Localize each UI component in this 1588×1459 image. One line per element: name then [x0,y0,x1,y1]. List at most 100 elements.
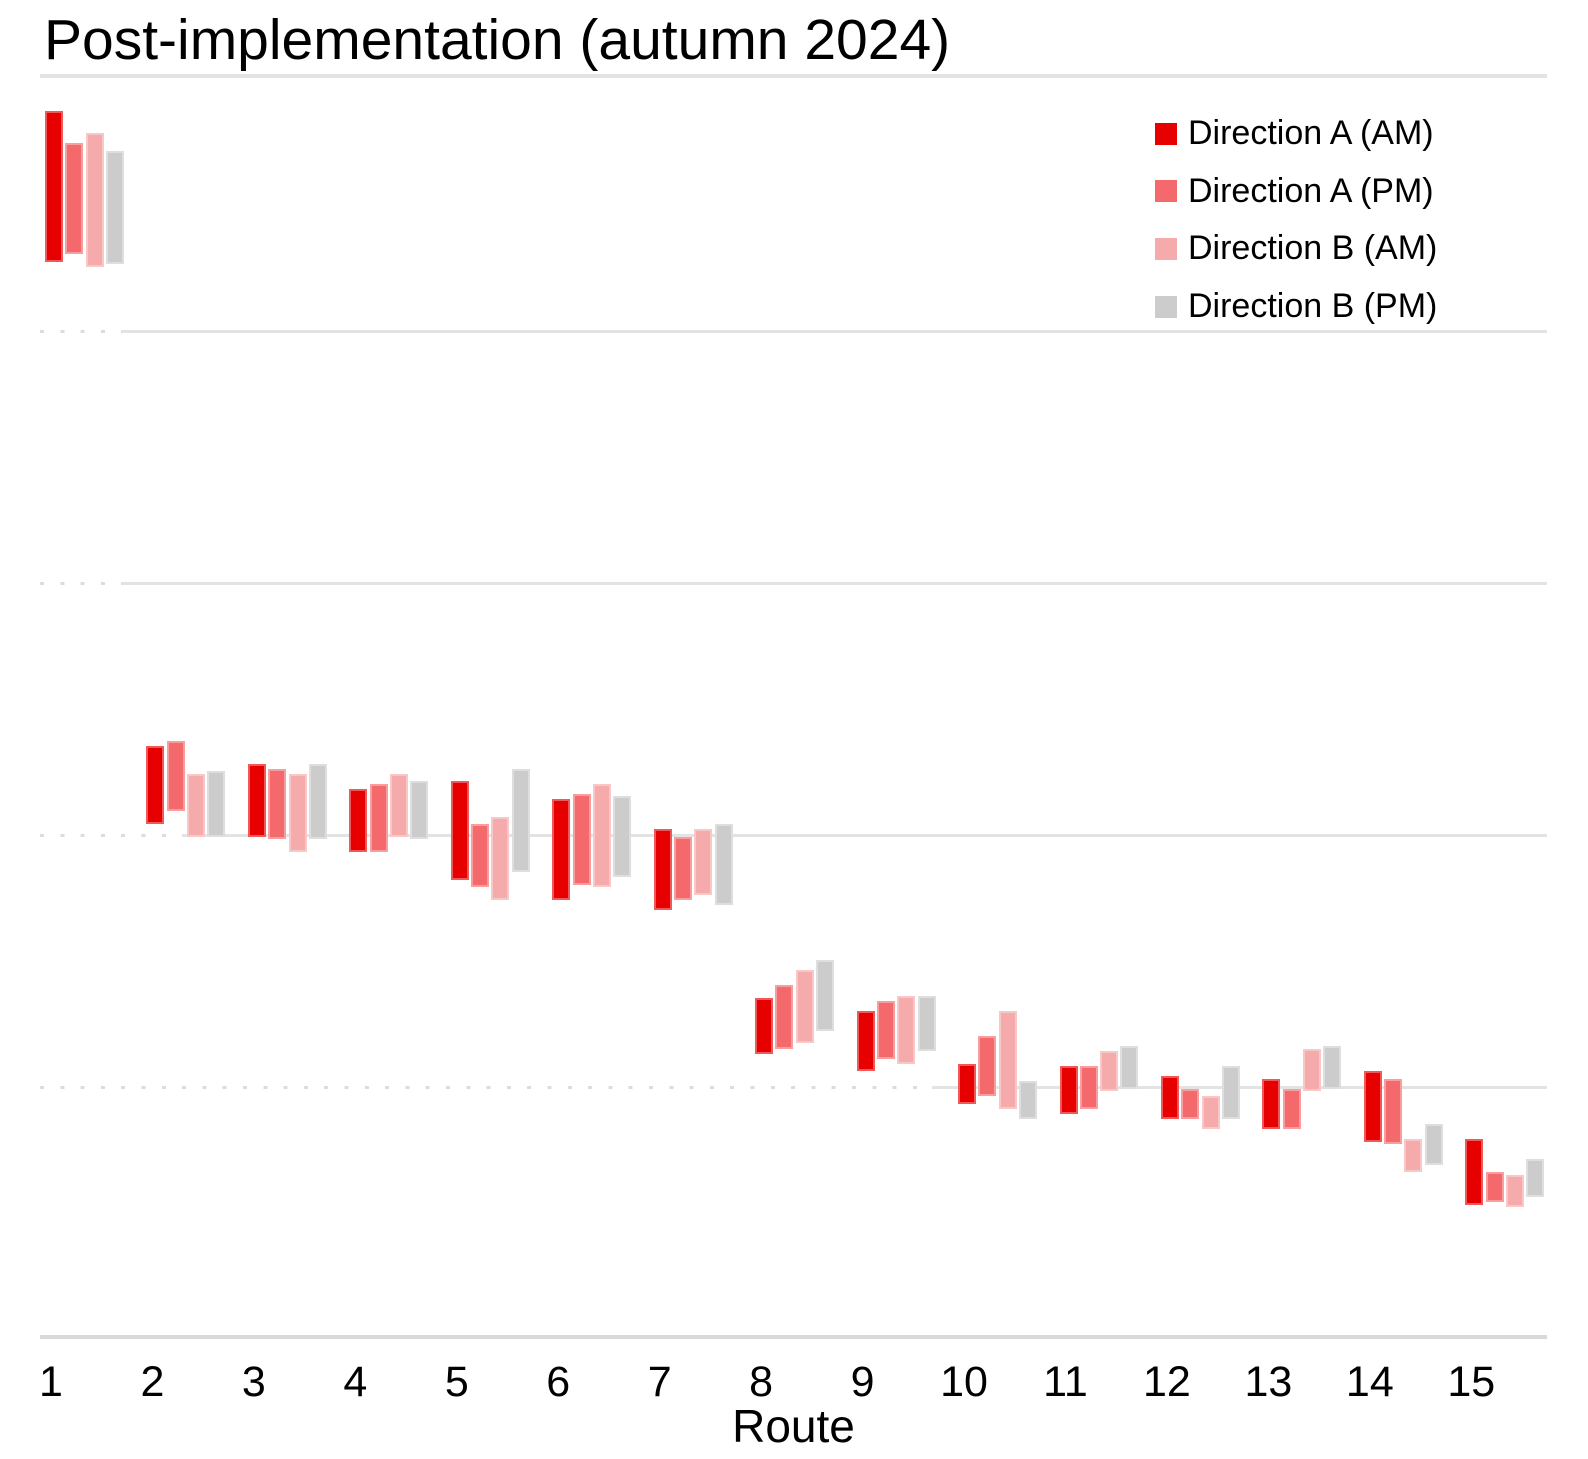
bar-route-5-direction-b-am [491,816,510,900]
bar-route-3-direction-a-am [247,763,266,837]
bar-route-9-direction-a-am [856,1010,875,1072]
bar-route-14-direction-a-pm [1384,1078,1403,1145]
bar-route-12-direction-b-am [1201,1096,1220,1130]
bar-route-12-direction-a-am [1160,1076,1179,1120]
x-tick-label-8: 8 [749,1358,774,1406]
legend-item: Direction A (PM) [1155,163,1555,221]
bar-route-13-direction-b-am [1303,1048,1321,1092]
bar-route-13-direction-b-pm [1323,1046,1342,1089]
legend-swatch [1155,180,1177,203]
bar-route-11-direction-a-am [1059,1066,1078,1115]
bar-route-15-direction-b-am [1505,1174,1524,1208]
bar-route-2-direction-a-am [146,745,165,825]
x-axis-line [40,1335,1547,1339]
bar-route-5-direction-a-pm [471,824,490,888]
bar-route-11-direction-b-am [1100,1051,1119,1092]
bar-route-12-direction-b-pm [1221,1066,1240,1120]
bar-route-11-direction-a-pm [1079,1066,1098,1110]
gridline-dotted-segment [40,1086,932,1090]
bar-route-9-direction-a-pm [876,1000,895,1059]
x-tick-label-13: 13 [1244,1358,1293,1406]
x-tick-label-3: 3 [241,1358,266,1406]
bar-route-14-direction-b-pm [1424,1124,1443,1165]
x-tick-label-12: 12 [1143,1358,1191,1406]
bar-route-8-direction-a-am [755,998,774,1054]
x-tick-label-6: 6 [546,1358,571,1406]
x-tick-label-10: 10 [940,1358,988,1406]
gridline-dotted-segment [40,329,122,333]
x-tick-label-5: 5 [444,1358,469,1406]
legend-label: Direction A (AM) [1188,114,1434,153]
legend-item: Direction B (AM) [1155,220,1555,278]
bar-route-7-direction-a-pm [674,836,692,900]
bar-route-1-direction-a-am [45,110,63,262]
bar-route-3-direction-b-pm [308,763,327,840]
legend-label: Direction B (PM) [1188,287,1438,326]
bar-route-10-direction-a-pm [978,1035,997,1097]
bar-route-9-direction-b-pm [917,995,936,1052]
legend-swatch [1155,295,1177,318]
bar-route-10-direction-b-pm [1018,1081,1037,1120]
x-tick-label-1: 1 [39,1358,63,1406]
bar-route-10-direction-a-am [958,1063,977,1104]
bar-route-6-direction-b-am [592,783,611,888]
legend-item: Direction B (PM) [1155,278,1555,336]
bar-route-13-direction-a-pm [1282,1088,1301,1130]
bar-route-3-direction-b-am [288,773,307,852]
x-tick-label-15: 15 [1447,1358,1496,1406]
bar-route-1-direction-a-pm [65,143,84,255]
bar-route-7-direction-b-am [694,829,713,895]
bar-route-4-direction-b-am [389,773,408,837]
bar-route-4-direction-a-pm [369,783,388,852]
legend-swatch [1155,237,1177,260]
legend-swatch [1155,122,1177,145]
bar-route-8-direction-b-pm [816,960,835,1031]
bar-route-6-direction-a-pm [572,793,591,885]
bar-route-2-direction-b-am [187,773,206,837]
bar-route-15-direction-a-pm [1485,1172,1504,1203]
x-tick-label-9: 9 [850,1358,875,1406]
bar-route-6-direction-b-pm [613,796,632,878]
bar-route-5-direction-b-pm [511,768,530,873]
bar-route-12-direction-a-pm [1181,1088,1200,1120]
x-tick-label-4: 4 [343,1358,368,1406]
x-tick-label-2: 2 [140,1358,165,1406]
x-tick-label-7: 7 [647,1358,672,1406]
bar-route-11-direction-b-pm [1120,1046,1139,1089]
bar-route-4-direction-b-pm [410,781,429,840]
chart-title: Post-implementation (autumn 2024) [44,8,951,72]
bar-route-3-direction-a-pm [268,768,287,840]
bar-route-14-direction-b-am [1404,1139,1423,1173]
bar-route-6-direction-a-am [552,798,571,900]
x-tick-label-11: 11 [1043,1358,1088,1406]
bar-route-10-direction-b-am [998,1010,1017,1110]
bar-route-14-direction-a-am [1363,1071,1382,1142]
legend-item: Direction A (AM) [1155,105,1555,163]
bar-route-7-direction-a-am [653,829,672,910]
bar-route-4-direction-a-am [349,788,368,852]
bar-route-1-direction-b-am [85,133,104,267]
bar-route-1-direction-b-pm [105,150,124,265]
gridline-dotted-segment [40,582,122,586]
bar-route-9-direction-b-am [897,995,916,1064]
gridline-dotted-segment [40,834,182,838]
legend: Direction A (AM) Direction A (PM) Directio… [1155,105,1555,335]
bar-route-2-direction-a-pm [166,740,185,812]
bar-route-5-direction-a-am [450,781,469,880]
bar-route-8-direction-b-am [795,970,814,1044]
legend-label: Direction B (AM) [1188,229,1438,268]
bar-route-13-direction-a-am [1262,1078,1281,1130]
bar-route-2-direction-b-pm [207,771,226,837]
bar-route-15-direction-a-am [1465,1139,1484,1205]
bar-route-7-direction-b-pm [714,824,733,905]
gridline [122,329,1547,333]
bar-route-15-direction-b-pm [1526,1159,1545,1198]
gridline [182,834,1547,838]
legend-label: Direction A (PM) [1188,171,1434,210]
gridline [122,582,1547,586]
x-tick-label-14: 14 [1345,1358,1394,1406]
header-rule [40,74,1547,78]
x-axis-title: Route [732,1400,855,1452]
bar-route-8-direction-a-pm [775,985,794,1049]
